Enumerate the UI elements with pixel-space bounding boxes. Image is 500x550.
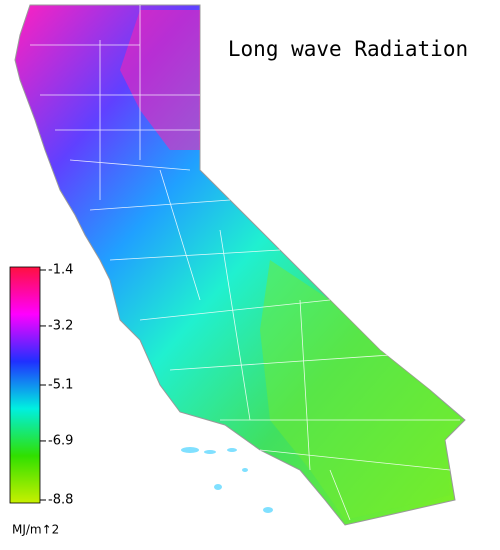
colorbar bbox=[9, 266, 41, 504]
colorbar-tick-label: -8.8 bbox=[48, 493, 73, 508]
colorbar-tick-label: -6.9 bbox=[48, 433, 73, 448]
colorbar-tick-label: -3.2 bbox=[48, 318, 73, 333]
map-title: Long wave Radiation bbox=[228, 37, 468, 61]
colorbar-tick-label: -5.1 bbox=[48, 378, 73, 393]
colorbar-unit: MJ/m↑2 bbox=[12, 523, 59, 537]
islands bbox=[181, 447, 273, 513]
desert-green bbox=[260, 260, 460, 520]
colorbar-tick-label: -1.4 bbox=[48, 263, 73, 278]
county-lines bbox=[30, 5, 460, 521]
